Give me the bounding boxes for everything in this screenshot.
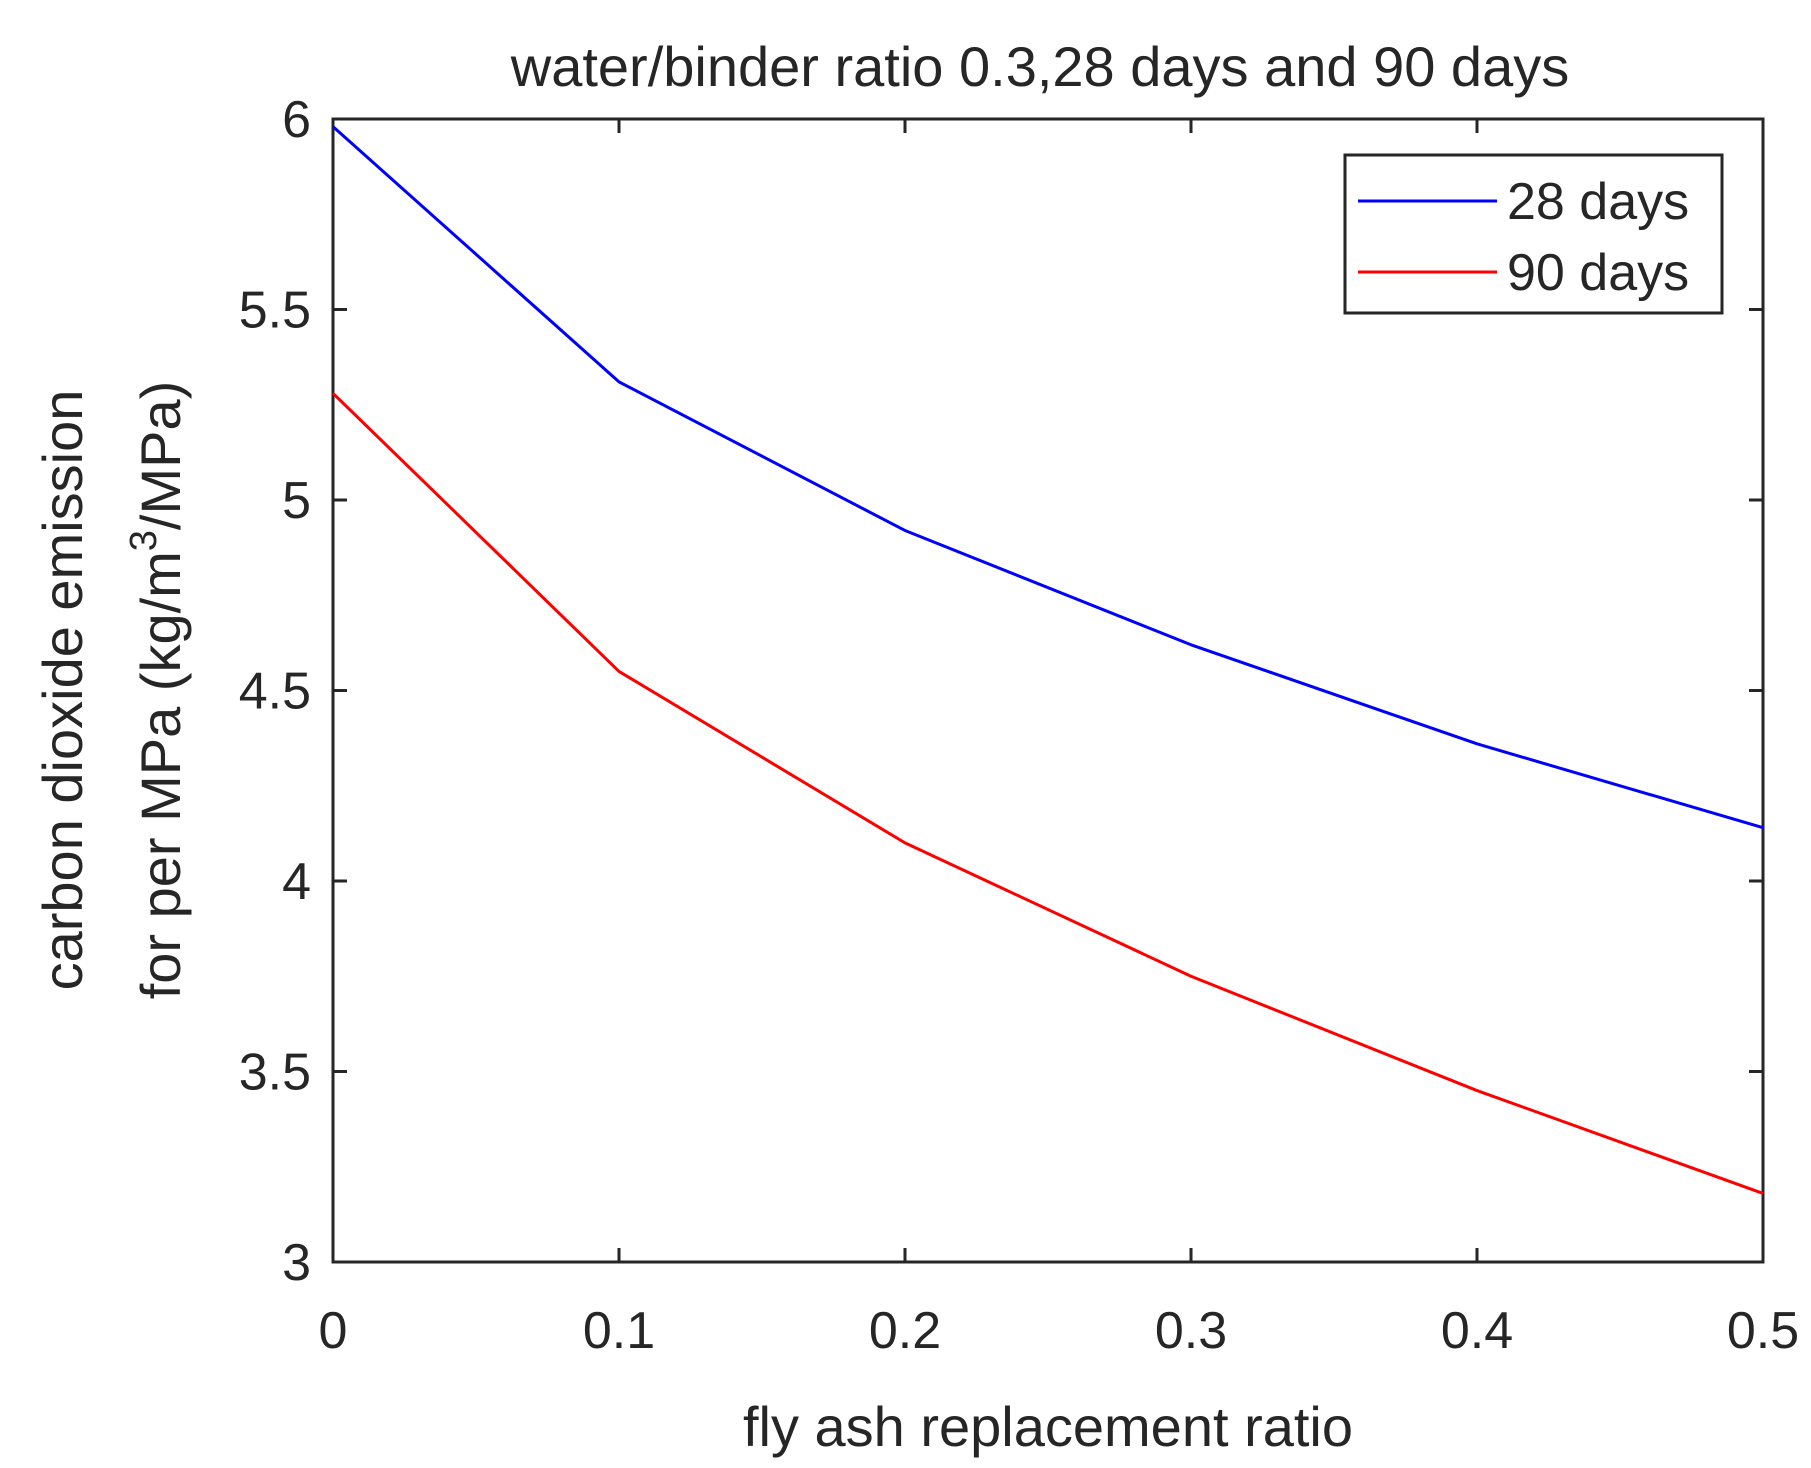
x-tick-label: 0.5 [1727,1302,1799,1360]
x-tick-label: 0 [319,1302,348,1360]
y-tick-label: 4 [282,853,311,911]
axis-ticks: 0 0.1 0.2 0.3 0.4 0.5 3 3.5 4 4.5 5 5.5 6 [239,91,1799,1360]
x-tick-label: 0.1 [583,1302,655,1360]
y-tick-label: 6 [282,91,311,149]
series-line-90-days [331,392,1764,1195]
y-tick-label: 5 [282,472,311,530]
y-axis-title-line1: carbon dioxide emission [31,390,94,991]
legend: 28 days 90 days [1343,153,1724,315]
series-layer [331,125,1764,1195]
y-axis-title-superscript: 3 [123,530,165,551]
y-axis-title-line2: for per MPa (kg/m3/MPa) [123,381,192,1000]
x-tick-label: 0.2 [869,1302,941,1360]
series-line-28-days [332,125,1764,830]
legend-box [1343,153,1724,315]
y-tick-label: 4.5 [239,663,311,721]
y-tick-label: 5.5 [239,282,311,340]
legend-label-28-days: 28 days [1507,173,1689,231]
y-tick-label: 3.5 [239,1044,311,1102]
x-tick-label: 0.4 [1441,1302,1513,1360]
y-tick-label: 3 [282,1234,311,1292]
y-axis-title-prefix: for per MPa (kg/m [129,551,192,999]
legend-label-90-days: 90 days [1507,244,1689,302]
x-tick-label: 0.3 [1155,1302,1227,1360]
y-axis-title-suffix: /MPa) [129,381,192,530]
chart-title: water/binder ratio 0.3,28 days and 90 da… [510,35,1569,98]
x-axis-title: fly ash replacement ratio [743,1395,1353,1458]
